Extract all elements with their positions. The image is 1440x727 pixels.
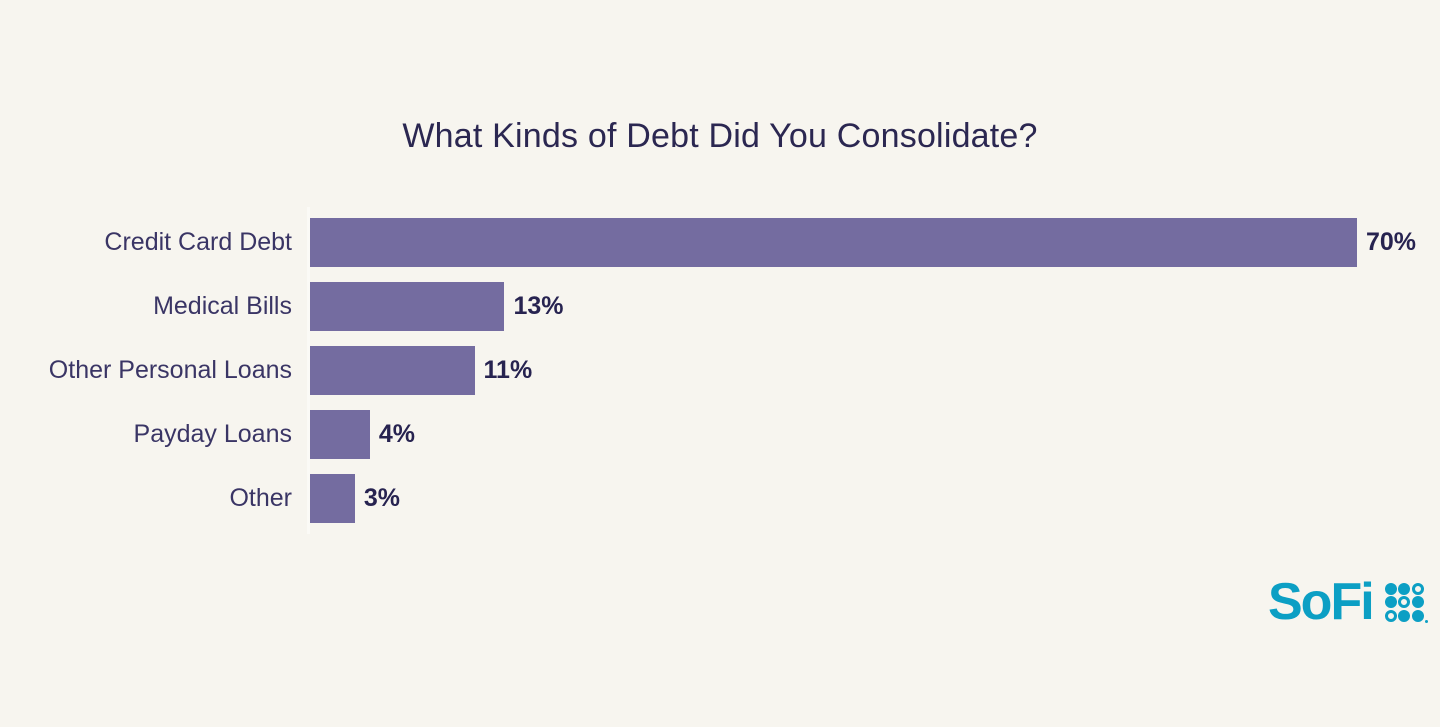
logo-dot-filled bbox=[1411, 609, 1424, 622]
bar-group: 4% bbox=[310, 410, 415, 459]
bar-group: 11% bbox=[310, 346, 532, 395]
sofi-logo: SoFi bbox=[1268, 573, 1428, 631]
logo-dot-filled bbox=[1398, 582, 1411, 595]
bar-group: 70% bbox=[310, 218, 1416, 267]
logo-trademark-dot bbox=[1424, 619, 1428, 623]
logo-dot-ring bbox=[1398, 596, 1411, 608]
value-label: 4% bbox=[378, 420, 415, 448]
bar bbox=[310, 346, 475, 395]
value-label: 11% bbox=[483, 356, 533, 384]
bar-row: Payday Loans 4% bbox=[0, 410, 1440, 459]
category-label: Other Personal Loans bbox=[48, 356, 292, 384]
bar bbox=[310, 282, 505, 331]
bar-row: Other 3% bbox=[0, 474, 1440, 523]
y-axis-baseline bbox=[307, 207, 310, 534]
logo-dot-filled bbox=[1398, 609, 1411, 622]
bar bbox=[310, 218, 1357, 267]
bar-group: 3% bbox=[310, 474, 400, 523]
logo-dot-ring bbox=[1411, 582, 1424, 595]
bar-row: Medical Bills 13% bbox=[0, 282, 1440, 331]
logo-dot-filled bbox=[1384, 596, 1397, 608]
logo-dot-ring bbox=[1384, 609, 1397, 622]
sofi-logo-dots bbox=[1384, 582, 1428, 623]
category-label: Payday Loans bbox=[133, 420, 292, 448]
bar-group: 13% bbox=[310, 282, 563, 331]
bar-row: Other Personal Loans 11% bbox=[0, 346, 1440, 395]
value-label: 3% bbox=[363, 484, 400, 512]
value-label: 13% bbox=[513, 292, 564, 320]
logo-dot-filled bbox=[1384, 582, 1397, 595]
sofi-wordmark: SoFi bbox=[1268, 573, 1375, 631]
bar bbox=[310, 410, 370, 459]
bar-row: Credit Card Debt 70% bbox=[0, 218, 1440, 267]
category-label: Credit Card Debt bbox=[104, 228, 292, 256]
logo-dot-filled bbox=[1411, 596, 1424, 608]
category-label: Other bbox=[229, 484, 292, 512]
bar bbox=[310, 474, 355, 523]
category-label: Medical Bills bbox=[153, 292, 292, 320]
value-label: 70% bbox=[1366, 228, 1417, 256]
chart-title: What Kinds of Debt Did You Consolidate? bbox=[402, 117, 1038, 155]
